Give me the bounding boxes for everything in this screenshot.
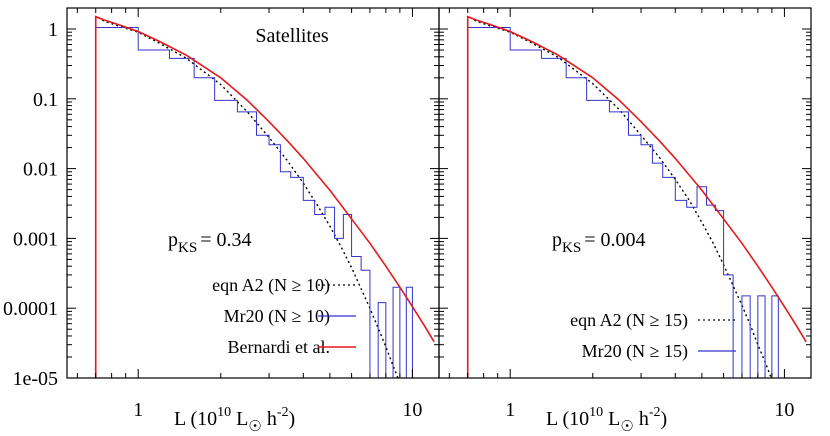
right-legend-label-0: eqn A2 (N ≥ 15) (570, 310, 688, 331)
right-plot-data (466, 14, 807, 378)
right-ticks (439, 7, 811, 379)
left-y-tick-label: 0.1 (33, 89, 58, 111)
left-x-tick-label: 1 (133, 399, 143, 421)
left-ticks (67, 7, 439, 379)
left-plot-data (94, 14, 435, 378)
left-legend-label-2: Bernardi et al. (228, 337, 330, 357)
left-y-tick-label: 0.001 (13, 228, 58, 250)
left-y-tick-labels: 1 0.1 0.01 0.001 0.0001 1e-05 (3, 19, 58, 390)
left-y-tick-label: 0.01 (23, 159, 58, 181)
left-annotation: Satellites (255, 25, 329, 47)
left-y-tick-label: 1 (48, 19, 58, 41)
right-x-tick-labels: 1 10 (505, 399, 794, 421)
right-series-0-line (467, 14, 773, 378)
left-legend: eqn A2 (N ≥ 10) Mr20 (N ≥ 10) Bernardi et … (212, 275, 356, 357)
right-x-tick-label: 1 (505, 399, 515, 421)
right-series-1-histogram (467, 27, 785, 378)
left-y-tick-label: 0.0001 (3, 298, 58, 320)
left-legend-label-0: eqn A2 (N ≥ 10) (212, 275, 330, 296)
right-x-tick-label: 10 (774, 399, 794, 421)
right-legend-label-1: Mr20 (N ≥ 15) (582, 341, 688, 362)
left-series-0-line (95, 14, 399, 378)
left-x-tick-labels: 1 10 (133, 399, 422, 421)
right-pks-label: pKS = 0.004 (552, 229, 645, 256)
right-legend: eqn A2 (N ≥ 15) Mr20 (N ≥ 15) (570, 310, 736, 362)
left-pks-label: pKS = 0.34 (168, 229, 251, 256)
left-legend-label-1: Mr20 (N ≥ 10) (224, 306, 330, 327)
right-panel: 1 10 pKS = 0.004 eqn A2 (N ≥ 15) Mr20 (N ≥ … (438, 7, 812, 435)
left-y-tick-label: 1e-05 (12, 368, 58, 390)
right-x-axis-label: L (1010 L☉ h-2) (546, 405, 667, 435)
left-series-1-histogram (95, 27, 413, 378)
right-plot-frame (438, 7, 812, 379)
right-series-2-line (466, 15, 807, 378)
left-x-tick-label: 10 (402, 399, 422, 421)
left-series-2-line (94, 15, 435, 378)
left-x-axis-label: L (1010 L☉ h-2) (174, 405, 295, 435)
